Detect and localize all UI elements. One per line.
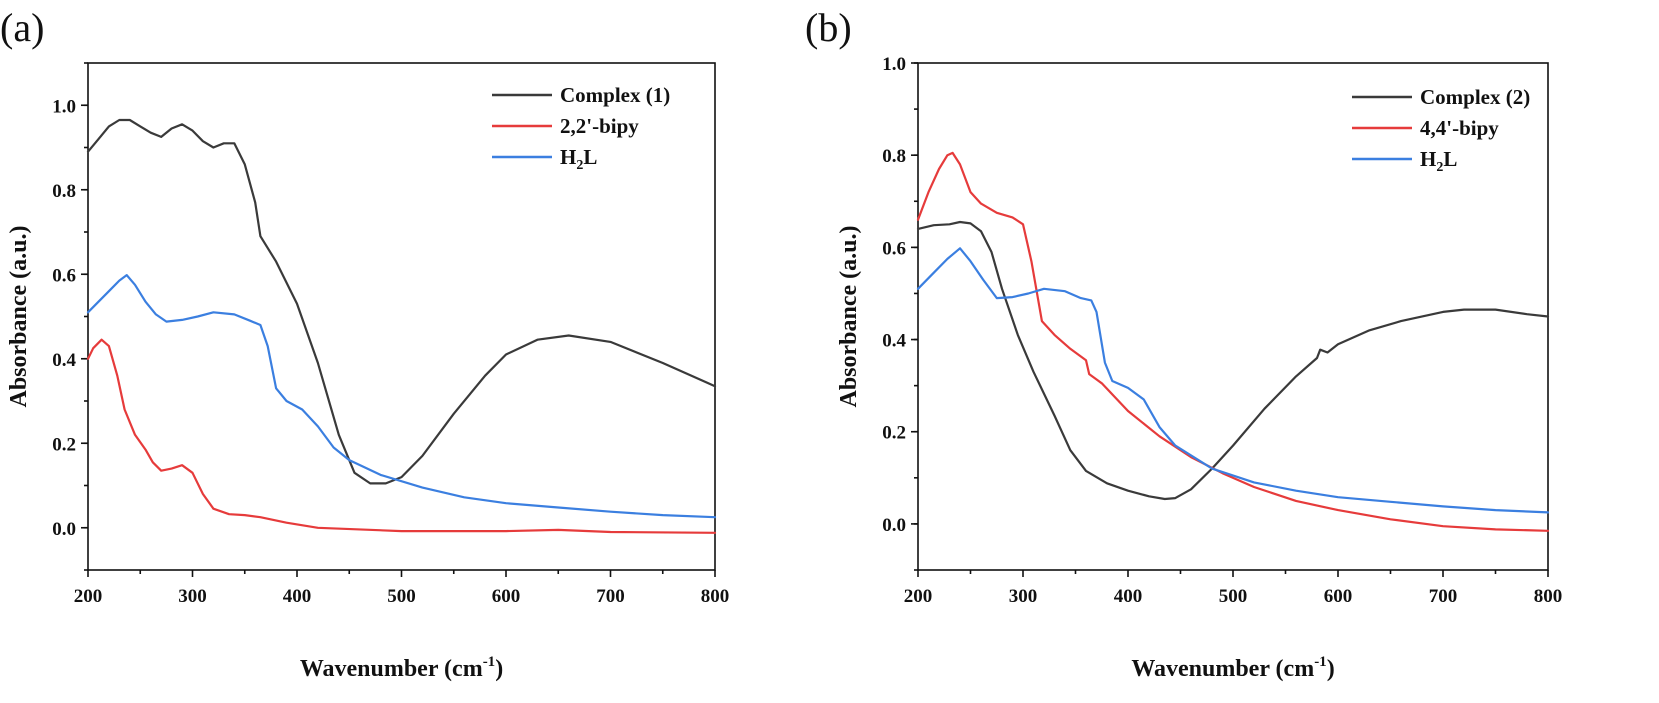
y-tick-label: 0.4: [52, 350, 76, 371]
legend-entry: H2L: [560, 145, 597, 173]
y-tick-label: 0.2: [52, 434, 76, 455]
y-tick-label: 0.0: [882, 515, 906, 536]
x-tick-label: 200: [74, 586, 103, 607]
x-tick-label: 600: [492, 586, 521, 607]
y-axis-title: Absorbance (a.u.): [6, 225, 32, 407]
x-axis-title: Wavenumber (cm-1): [1131, 654, 1334, 682]
x-tick-label: 300: [1009, 586, 1038, 607]
x-tick-label: 200: [904, 586, 933, 607]
series-line-h2l: [86, 274, 717, 519]
series-line-2-2-bipy: [86, 338, 717, 534]
legend: Complex (2) 4,4'-bipy H2L: [1352, 85, 1530, 175]
x-tick-label: 500: [1219, 586, 1248, 607]
y-tick-label: 0.2: [882, 423, 906, 444]
chart-panel-b: (b) 200 300 400 500 600 700 800 0.0 0.2 0.4 0.6 0.8 1…: [805, 5, 1562, 682]
panel-label: (b): [805, 5, 852, 50]
y-tick-label: 1.0: [882, 54, 906, 75]
x-tick-label: 700: [596, 586, 625, 607]
x-tick-label: 800: [701, 586, 730, 607]
legend-entry: Complex (2): [1420, 85, 1530, 109]
y-tick-label: 0.0: [52, 519, 76, 540]
y-tick-label: 0.6: [882, 238, 906, 259]
x-tick-label: 800: [1534, 586, 1563, 607]
y-axis-title: Absorbance (a.u.): [836, 225, 862, 407]
x-tick-label: 700: [1429, 586, 1458, 607]
plot-frame: [87, 62, 716, 571]
panel-label: (a): [0, 5, 44, 50]
y-tick-label: 0.4: [882, 331, 906, 352]
x-tick-label: 500: [387, 586, 416, 607]
series-line-h2l: [916, 247, 1550, 514]
series-line-4-4-bipy: [916, 151, 1550, 532]
x-tick-label: 400: [283, 586, 312, 607]
legend-entry: 4,4'-bipy: [1420, 116, 1499, 140]
legend-entry: Complex (1): [560, 83, 670, 107]
chart-panel-a: (a) 200 300 400 500 600 700 800 0.0 0.2 0.4 0.6 0.8 1…: [0, 5, 729, 682]
x-axis-title: Wavenumber (cm-1): [300, 654, 503, 682]
legend-entry: H2L: [1420, 147, 1457, 175]
y-tick-label: 0.8: [52, 181, 76, 202]
legend-entry: 2,2'-bipy: [560, 114, 639, 138]
y-tick-label: 0.6: [52, 265, 76, 286]
x-tick-label: 400: [1114, 586, 1143, 607]
series-line-complex-2-: [916, 220, 1550, 501]
legend: Complex (1) 2,2'-bipy H2L: [492, 83, 670, 173]
x-tick-label: 600: [1324, 586, 1353, 607]
x-tick-label: 300: [178, 586, 207, 607]
y-tick-label: 0.8: [882, 146, 906, 167]
series-line-complex-1-: [86, 118, 717, 485]
y-tick-label: 1.0: [52, 96, 76, 117]
